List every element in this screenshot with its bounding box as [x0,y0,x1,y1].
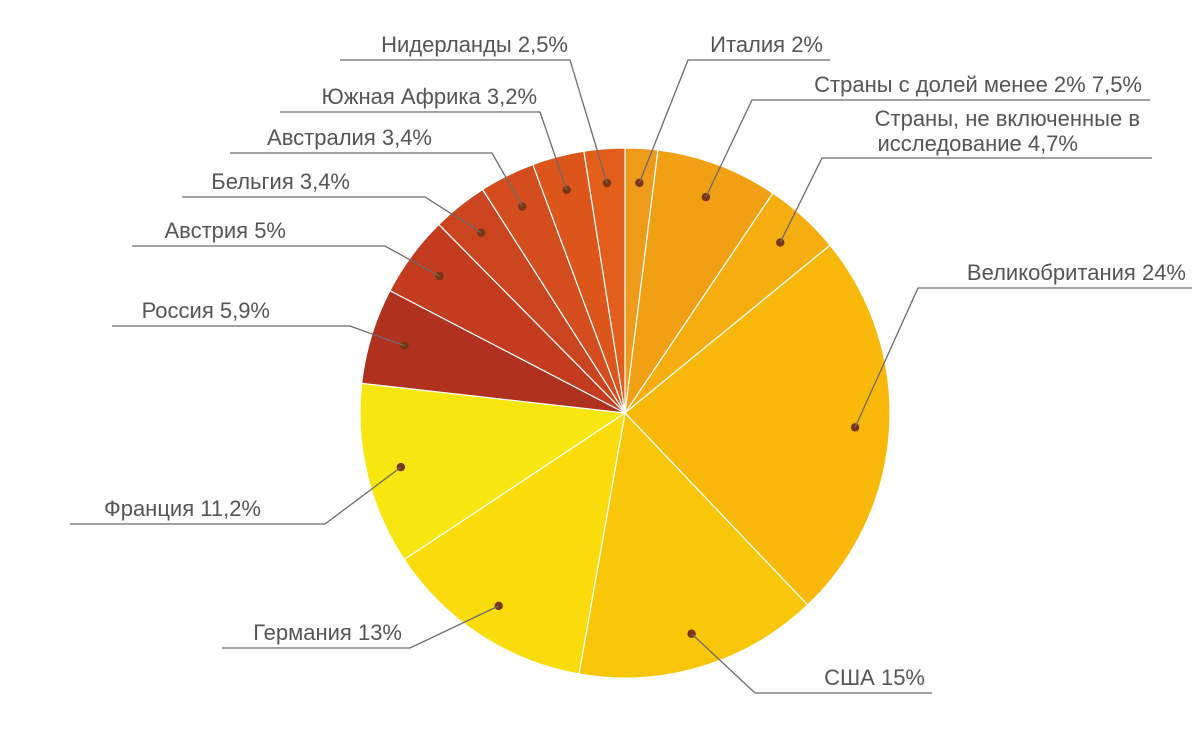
slice-labels: Италия 2% Страны с долей менее 2% 7,5% Стр… [104,32,1186,690]
slice-label: Страны с долей менее 2% 7,5% [814,72,1142,97]
leader-line [638,59,830,184]
slice-label: Германия 13% [253,620,402,645]
pie-slice [624,244,891,606]
leader-line [70,466,402,525]
leader-line [705,99,1150,198]
pie-slice [359,382,627,561]
leader-line [222,605,499,649]
leader-line [132,245,440,277]
slice-label: Россия 5,9% [142,298,270,323]
leader-line [691,633,932,694]
slice-label: Австралия 3,4% [267,125,432,150]
slice-label: США 15% [824,665,925,690]
pie-slice [578,411,809,679]
slice-label: Бельгия 3,4% [211,169,350,194]
pie-slices [359,147,891,679]
slice-label: Франция 11,2% [104,496,261,521]
leader-line [182,196,482,234]
slice-label: Австрия 5% [164,218,286,243]
leader-line [854,287,1192,428]
leader-line [340,59,608,184]
slice-label: Нидерланды 2,5% [381,32,568,57]
pie-slice [624,149,774,414]
leader-line [779,157,1152,243]
slice-label: Италия 2% [710,32,823,57]
leader-line [230,152,523,207]
leader-line [112,325,405,347]
slice-label: Великобритания 24% [967,260,1186,285]
leader-line [280,111,568,191]
slice-label: Южная Африка 3,2% [322,84,538,109]
leader-lines [70,59,1192,694]
slice-label: Страны, не включенные в исследование 4,7% [875,106,1140,156]
pie-slice [583,147,626,414]
pie-slice [403,411,626,675]
